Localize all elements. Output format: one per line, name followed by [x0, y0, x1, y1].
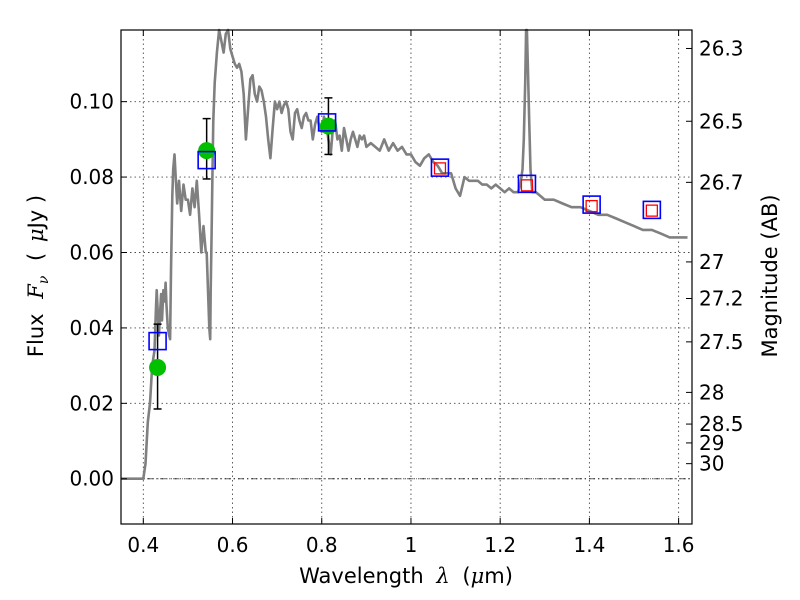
magnitude-tick-label: 27.2 — [699, 286, 744, 310]
y-tick-label: 0.08 — [69, 165, 114, 189]
x-tick-label: 1.2 — [484, 533, 516, 557]
model-photometry-square — [148, 331, 167, 351]
model-photometry-square — [517, 174, 537, 194]
x-tick-label: 0.4 — [127, 533, 159, 557]
magnitude-tick-label: 26.3 — [699, 36, 744, 60]
x-ticks: 0.4 0.6 0.8 1 1.2 1.4 1.6 — [127, 30, 695, 557]
magnitude-tick-label: 27 — [699, 250, 724, 274]
model-photometry-square — [317, 113, 337, 132]
x-tick-label: 1.6 — [663, 533, 695, 557]
y-ticks: 0.00 0.02 0.04 0.06 0.08 0.10 — [69, 90, 127, 491]
magnitude-tick-label: 28.5 — [699, 412, 744, 436]
y-tick-label: 0.00 — [69, 467, 114, 491]
error-bars — [153, 97, 333, 410]
predicted-square — [433, 162, 447, 175]
magnitude-axis-label: Magnitude (AB) — [758, 194, 782, 357]
x-axis-label: Wavelength λ (μm) — [299, 564, 513, 588]
x-tick-label: 1.4 — [573, 533, 605, 557]
model-photometry-square — [642, 200, 662, 220]
observed-point — [198, 142, 216, 160]
predicted-squares — [433, 162, 659, 217]
observed-point — [319, 117, 337, 135]
y-tick-label: 0.04 — [69, 316, 114, 340]
y-axis-label: Flux Fν ( μJy ) — [24, 195, 53, 357]
model-spectrum-layer — [121, 28, 688, 480]
y-tick-label: 0.10 — [69, 90, 114, 114]
model-photometry-square — [582, 195, 601, 214]
x-tick-label: 0.8 — [306, 533, 338, 557]
x-tick-label: 1 — [405, 533, 418, 557]
model-photometry-squares — [148, 113, 662, 351]
predicted-square — [585, 199, 598, 213]
model-spectrum-line — [121, 28, 688, 480]
predicted-square — [520, 179, 534, 192]
predicted-square — [645, 204, 659, 217]
magnitude-tick-label: 26.7 — [699, 170, 744, 194]
observed-point — [149, 359, 167, 377]
magnitude-tick-label: 30 — [699, 452, 724, 476]
y-tick-label: 0.02 — [69, 391, 114, 415]
magnitude-tick-label: 26.5 — [699, 109, 744, 133]
model-photometry-square — [197, 150, 216, 170]
y-tick-label: 0.06 — [69, 240, 114, 264]
magnitude-tick-label: 29 — [699, 431, 724, 455]
magnitude-tick-label: 28 — [699, 380, 724, 404]
plot-frame — [120, 29, 693, 525]
observed-points — [149, 117, 337, 377]
x-tick-label: 0.6 — [217, 533, 249, 557]
magnitude-tick-label: 27.5 — [699, 330, 744, 354]
model-photometry-square — [430, 158, 450, 177]
